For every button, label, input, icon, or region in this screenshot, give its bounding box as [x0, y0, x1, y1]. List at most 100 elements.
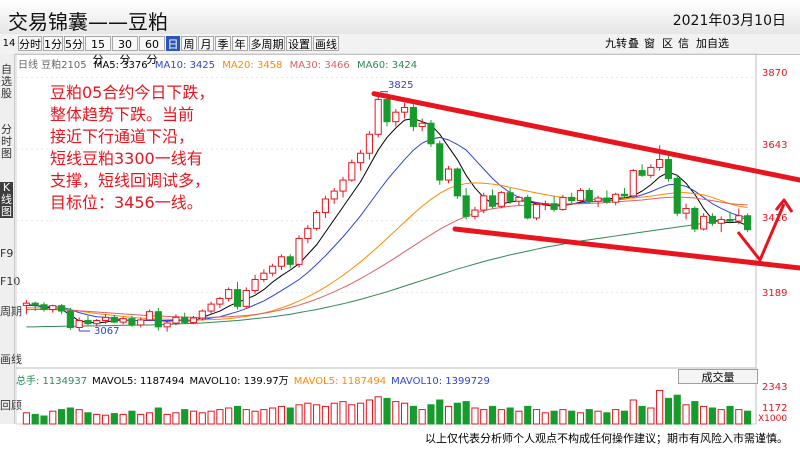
- volume-bar: [401, 402, 409, 425]
- volume-bar: [629, 399, 637, 425]
- volume-bar: [708, 407, 717, 425]
- candle-body: [612, 193, 620, 203]
- toolbar-tool-button[interactable]: 叠: [628, 37, 639, 50]
- candle-body: [436, 143, 444, 181]
- candle-body: [58, 305, 66, 312]
- toolbar-collapse-icon[interactable]: 14: [2, 38, 16, 49]
- candle-body: [374, 99, 382, 135]
- toolbar-tool-button[interactable]: 加自选: [696, 37, 729, 50]
- volume-bar: [717, 409, 725, 425]
- channel-lower-line: [452, 226, 800, 271]
- candle-body: [198, 310, 206, 319]
- candle-body: [427, 122, 435, 145]
- volume-bar: [154, 407, 162, 425]
- candle-body: [233, 289, 242, 307]
- volume-bar: [233, 405, 242, 425]
- candle-body: [576, 189, 585, 202]
- candle-body: [594, 197, 602, 202]
- candle-body: [357, 152, 365, 164]
- period-button[interactable]: 1分: [43, 36, 63, 51]
- period-button[interactable]: 画线: [313, 36, 339, 51]
- annotation-line: 整体趋势下跌。当前: [50, 105, 195, 124]
- volume-bar: [524, 405, 532, 425]
- candle-body: [629, 170, 637, 197]
- volume-bar: [313, 404, 321, 425]
- side-tab[interactable]: 分 时 图: [1, 123, 12, 160]
- candle-body: [260, 272, 268, 280]
- volume-bar: [260, 409, 268, 425]
- candle-body: [321, 198, 330, 214]
- toolbar-tool-button[interactable]: 九转: [605, 37, 627, 50]
- candle-body: [313, 212, 321, 229]
- candle-body: [172, 316, 180, 324]
- candle-body: [101, 316, 110, 322]
- period-button[interactable]: 60分: [139, 36, 165, 66]
- volume-bar: [541, 412, 549, 425]
- volume-bar: [603, 412, 611, 425]
- volume-bar: [286, 407, 294, 425]
- period-button[interactable]: 季: [215, 36, 231, 51]
- volume-bar: [427, 404, 435, 425]
- volume-legend-item: MAVOL10: 1399729: [391, 376, 490, 387]
- volume-bar: [392, 401, 400, 425]
- volume-bar: [137, 413, 145, 425]
- period-button[interactable]: 日: [166, 36, 180, 51]
- volume-bar: [638, 405, 646, 425]
- period-button[interactable]: 15分: [85, 36, 111, 66]
- candle-body: [603, 197, 611, 203]
- ma-legend-item: MA60: 3424: [353, 60, 418, 71]
- side-tab[interactable]: 自 选 股: [1, 63, 12, 100]
- ma-legend-item: MA5: 3376: [90, 60, 148, 71]
- period-button[interactable]: 周: [181, 36, 197, 51]
- candle-body: [462, 195, 470, 217]
- period-button[interactable]: 5分: [64, 36, 84, 51]
- candle-body: [22, 302, 30, 306]
- candle-body: [251, 278, 259, 292]
- ma-legend-item: MA20: 3458: [219, 60, 283, 71]
- ma-line-ma60: [26, 217, 748, 328]
- toolbar-tool-button[interactable]: 信: [678, 37, 689, 50]
- candle-body: [515, 196, 523, 202]
- candle-body: [708, 215, 717, 224]
- page-title: 交易锦囊——豆粕: [8, 10, 168, 34]
- volume-bar: [559, 409, 567, 425]
- volume-bar: [585, 409, 593, 425]
- volume-bar: [515, 410, 523, 425]
- volume-bar: [462, 401, 470, 425]
- price-axis-label-4: 3189: [762, 288, 788, 299]
- candle-body: [163, 322, 171, 328]
- volume-bar: [145, 412, 154, 425]
- volume-axis-unit: X1000: [758, 414, 788, 424]
- ma-legend-item: MA30: 3466: [286, 60, 350, 71]
- volume-bar: [735, 409, 743, 425]
- candle-body: [207, 303, 215, 312]
- candle-body: [348, 162, 356, 181]
- indicator-select-button[interactable]: 成交量: [678, 369, 758, 384]
- candle-body: [330, 190, 338, 200]
- toolbar-tool-button[interactable]: 窗: [644, 37, 655, 50]
- volume-bar: [365, 399, 373, 425]
- period-button[interactable]: 年: [232, 36, 248, 51]
- volume-bar: [418, 409, 426, 425]
- period-button[interactable]: 月: [198, 36, 214, 51]
- volume-bar: [357, 402, 365, 425]
- candle-body: [40, 304, 48, 310]
- volume-legend-item: MAVOL5: 1187494: [92, 376, 185, 387]
- volume-bar: [506, 407, 514, 425]
- price-axis-label-2: 3643: [762, 140, 788, 151]
- period-button[interactable]: 设置: [286, 36, 312, 51]
- period-button[interactable]: 30分: [112, 36, 138, 66]
- side-tab[interactable]: K 线 图: [0, 181, 13, 218]
- candle-body: [84, 320, 92, 325]
- candle-body: [49, 305, 57, 310]
- volume-legend-item: MAVOL5: 1187494: [293, 376, 387, 387]
- side-tab[interactable]: F9: [0, 247, 14, 260]
- volume-bar: [383, 397, 391, 425]
- candle-body: [585, 189, 593, 202]
- toolbar-tool-button[interactable]: 区: [662, 37, 673, 50]
- period-button[interactable]: 多周期: [249, 36, 285, 51]
- volume-bar: [189, 410, 198, 425]
- candle-body: [673, 177, 681, 214]
- period-button[interactable]: 分时: [18, 36, 42, 51]
